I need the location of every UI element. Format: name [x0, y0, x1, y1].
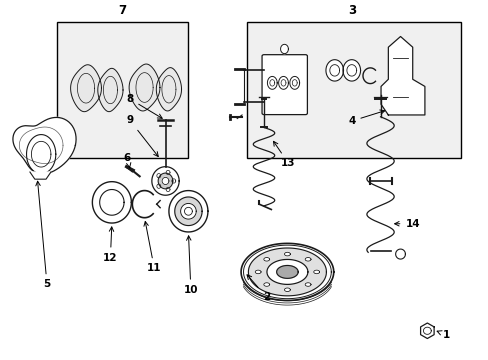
Text: 6: 6	[123, 153, 131, 168]
Polygon shape	[342, 60, 360, 81]
Polygon shape	[26, 135, 56, 174]
Polygon shape	[289, 76, 299, 89]
Text: 9: 9	[126, 115, 158, 157]
Polygon shape	[267, 76, 277, 89]
Polygon shape	[266, 260, 307, 284]
Text: 12: 12	[103, 227, 118, 263]
Bar	[57, 22, 188, 158]
Polygon shape	[395, 249, 405, 259]
Text: 1: 1	[436, 330, 449, 340]
Polygon shape	[248, 248, 326, 296]
Text: 13: 13	[273, 141, 295, 168]
Polygon shape	[280, 44, 288, 54]
Polygon shape	[325, 60, 343, 81]
Polygon shape	[263, 257, 269, 261]
Polygon shape	[174, 197, 202, 226]
Polygon shape	[284, 252, 290, 256]
Polygon shape	[129, 64, 160, 111]
Bar	[246, 22, 461, 158]
Text: 8: 8	[126, 94, 162, 118]
Polygon shape	[305, 283, 310, 286]
Polygon shape	[30, 172, 51, 179]
Text: 4: 4	[347, 110, 384, 126]
Text: 3: 3	[347, 4, 355, 17]
Polygon shape	[278, 76, 288, 89]
Polygon shape	[255, 270, 261, 274]
Polygon shape	[180, 203, 196, 219]
Polygon shape	[158, 173, 172, 189]
Polygon shape	[313, 270, 319, 274]
Polygon shape	[380, 36, 424, 115]
Text: 7: 7	[118, 4, 126, 17]
Polygon shape	[98, 68, 123, 112]
Polygon shape	[162, 177, 168, 185]
Text: 5: 5	[36, 181, 51, 289]
FancyBboxPatch shape	[262, 55, 307, 114]
Polygon shape	[152, 167, 179, 195]
Polygon shape	[92, 182, 131, 223]
Polygon shape	[13, 117, 76, 174]
Text: 11: 11	[143, 221, 161, 273]
Polygon shape	[420, 323, 433, 338]
Polygon shape	[284, 288, 290, 292]
Polygon shape	[263, 283, 269, 286]
Polygon shape	[305, 257, 310, 261]
Polygon shape	[276, 265, 298, 278]
Polygon shape	[70, 65, 101, 112]
Text: 14: 14	[394, 219, 419, 229]
Text: 2: 2	[246, 275, 269, 302]
Polygon shape	[241, 243, 333, 301]
Polygon shape	[156, 68, 181, 111]
Text: 10: 10	[183, 236, 198, 295]
Polygon shape	[168, 190, 207, 232]
